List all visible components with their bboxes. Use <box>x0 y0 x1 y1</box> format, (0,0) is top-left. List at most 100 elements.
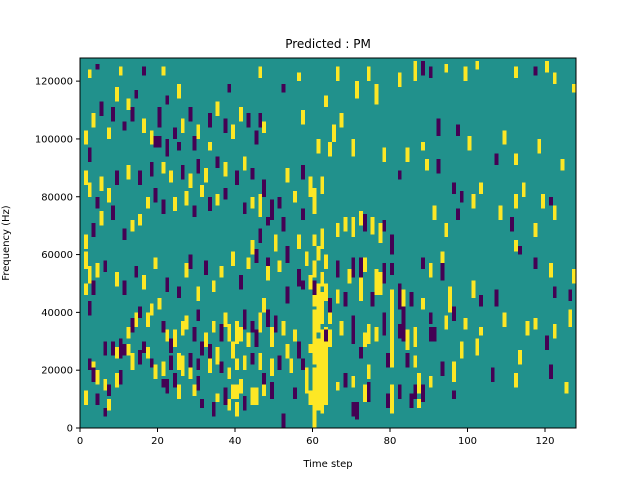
low-intensity-cell <box>161 378 166 388</box>
high-intensity-cell <box>316 344 321 365</box>
high-intensity-cell <box>552 323 557 339</box>
high-intensity-cell <box>312 260 317 278</box>
low-intensity-cell <box>409 292 414 307</box>
low-intensity-cell <box>130 107 135 122</box>
low-intensity-cell <box>277 196 282 209</box>
low-intensity-cell <box>254 130 259 145</box>
high-intensity-cell <box>552 205 557 220</box>
low-intensity-cell <box>351 257 356 278</box>
high-intensity-cell <box>444 315 449 330</box>
high-intensity-cell <box>196 286 201 301</box>
high-intensity-cell <box>320 228 325 249</box>
high-intensity-cell <box>444 222 449 238</box>
high-intensity-cell <box>413 60 418 82</box>
low-intensity-cell <box>281 84 286 93</box>
high-intensity-cell <box>362 332 367 348</box>
high-intensity-cell <box>238 378 243 394</box>
high-intensity-cell <box>320 347 325 368</box>
high-intensity-cell <box>424 159 429 171</box>
low-intensity-cell <box>266 309 270 327</box>
high-intensity-cell <box>378 271 383 296</box>
high-intensity-cell <box>161 162 166 174</box>
high-intensity-cell <box>238 107 243 122</box>
low-intensity-cell <box>211 401 216 417</box>
high-intensity-cell <box>308 390 313 405</box>
high-intensity-cell <box>347 269 352 284</box>
high-intensity-cell <box>169 170 174 183</box>
low-intensity-cell <box>122 121 127 131</box>
high-intensity-cell <box>320 176 325 194</box>
high-intensity-cell <box>448 286 453 301</box>
high-intensity-cell <box>126 326 131 339</box>
high-intensity-cell <box>196 124 201 139</box>
high-intensity-cell <box>118 66 123 76</box>
low-intensity-cell <box>215 156 220 168</box>
high-intensity-cell <box>142 274 146 290</box>
high-intensity-cell <box>235 358 239 371</box>
low-intensity-cell <box>452 306 456 322</box>
low-intensity-cell <box>142 66 146 76</box>
high-intensity-cell <box>463 318 468 330</box>
low-intensity-cell <box>192 205 197 217</box>
high-intensity-cell <box>312 309 317 333</box>
high-intensity-cell <box>176 352 181 371</box>
high-intensity-cell <box>231 384 236 400</box>
high-intensity-cell <box>250 196 255 209</box>
low-intensity-cell <box>281 216 286 232</box>
high-intensity-cell <box>359 263 363 301</box>
high-intensity-cell <box>180 321 185 336</box>
low-intensity-cell <box>421 60 425 76</box>
low-intensity-cell <box>122 344 127 356</box>
high-intensity-cell <box>258 193 263 217</box>
high-intensity-cell <box>335 66 340 82</box>
low-intensity-cell <box>130 318 135 333</box>
high-intensity-cell <box>235 321 239 345</box>
low-intensity-cell <box>192 326 197 342</box>
low-intensity-cell <box>440 361 445 376</box>
low-intensity-cell <box>200 341 205 356</box>
high-intensity-cell <box>87 69 92 79</box>
high-intensity-cell <box>207 141 212 151</box>
high-intensity-cell <box>479 182 484 194</box>
high-intensity-cell <box>312 367 317 414</box>
high-intensity-cell <box>227 367 232 379</box>
high-intensity-cell <box>502 312 507 327</box>
high-intensity-cell <box>107 188 112 203</box>
high-intensity-cell <box>448 295 453 313</box>
low-intensity-cell <box>517 245 522 255</box>
low-intensity-cell <box>479 295 484 307</box>
high-intensity-cell <box>471 193 476 209</box>
high-intensity-cell <box>548 263 553 278</box>
high-intensity-cell <box>215 193 220 206</box>
high-intensity-cell <box>316 245 321 261</box>
high-intensity-cell <box>215 101 220 116</box>
low-intensity-cell <box>328 297 332 313</box>
low-intensity-cell <box>545 335 549 350</box>
low-intensity-cell <box>149 162 154 177</box>
y-tick-label: 40000 <box>41 308 73 319</box>
high-intensity-cell <box>126 164 131 180</box>
low-intensity-cell <box>494 153 499 165</box>
high-intensity-cell <box>463 66 468 82</box>
x-tick-label: 20 <box>151 436 164 447</box>
high-intensity-cell <box>351 138 356 157</box>
y-tick-label: 20000 <box>41 366 73 377</box>
high-intensity-cell <box>269 358 274 376</box>
low-intensity-cell <box>269 199 274 220</box>
low-intensity-cell <box>285 286 290 304</box>
y-axis-label: Frequency (Hz) <box>1 205 12 281</box>
low-intensity-cell <box>548 364 553 379</box>
low-intensity-cell <box>351 401 356 417</box>
high-intensity-cell <box>316 315 321 333</box>
low-intensity-cell <box>297 341 301 359</box>
high-intensity-cell <box>498 205 503 220</box>
low-intensity-cell <box>258 112 263 128</box>
high-intensity-cell <box>320 361 325 405</box>
x-axis-label: Time step <box>302 459 352 470</box>
high-intensity-cell <box>541 193 546 209</box>
high-intensity-cell <box>91 112 96 128</box>
low-intensity-cell <box>153 136 162 148</box>
low-intensity-cell <box>138 306 143 319</box>
high-intensity-cell <box>459 341 464 359</box>
high-intensity-cell <box>568 309 573 327</box>
